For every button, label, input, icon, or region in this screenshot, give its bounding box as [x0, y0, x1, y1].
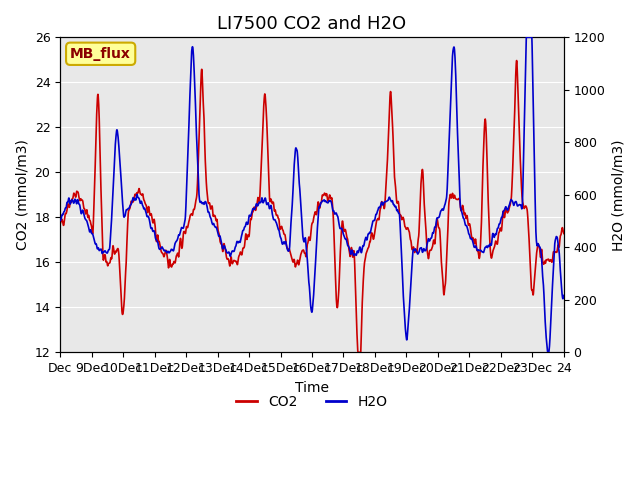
Y-axis label: H2O (mmol/m3): H2O (mmol/m3)	[611, 139, 625, 251]
X-axis label: Time: Time	[295, 381, 329, 395]
Title: LI7500 CO2 and H2O: LI7500 CO2 and H2O	[218, 15, 406, 33]
Legend: CO2, H2O: CO2, H2O	[231, 389, 393, 415]
Y-axis label: CO2 (mmol/m3): CO2 (mmol/m3)	[15, 139, 29, 250]
Text: MB_flux: MB_flux	[70, 47, 131, 61]
